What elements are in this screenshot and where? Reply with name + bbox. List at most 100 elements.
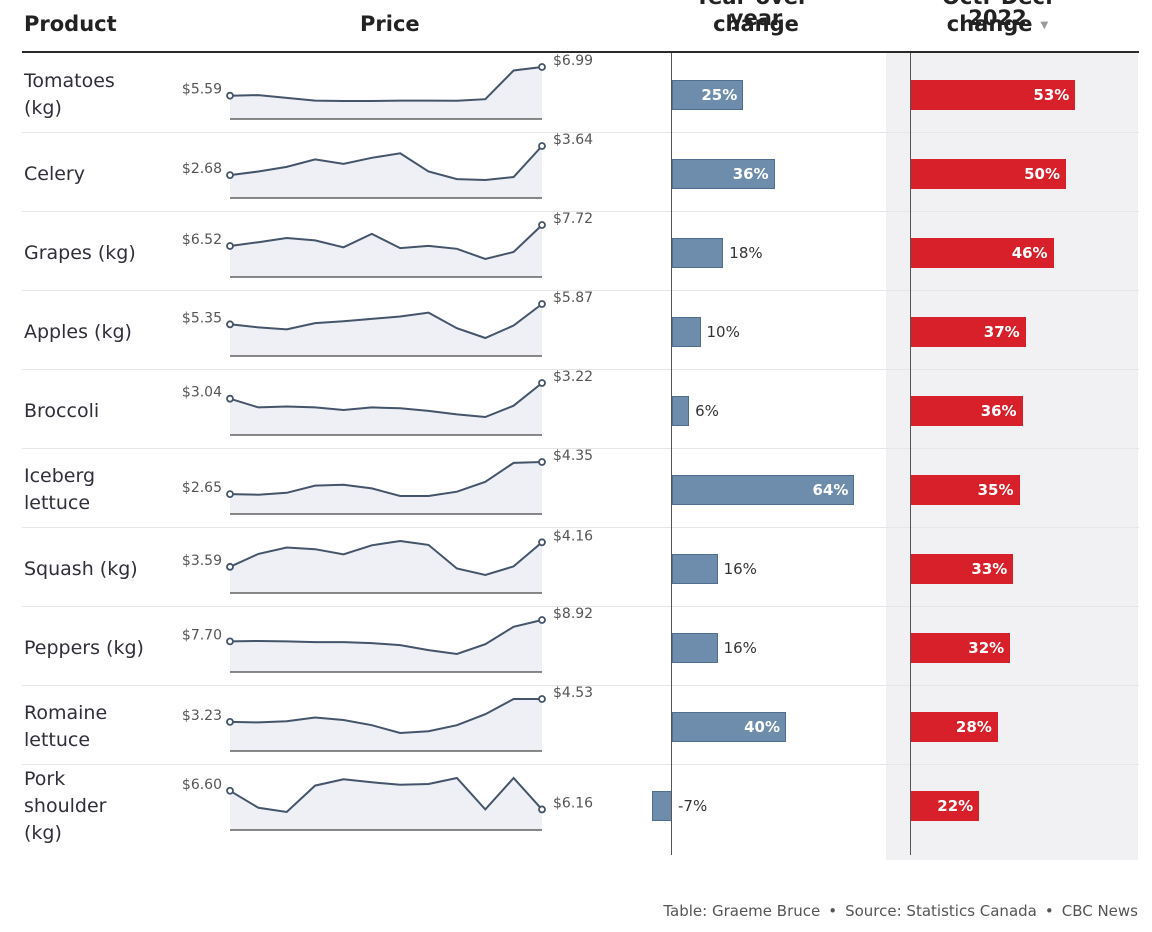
yoy-bar (672, 396, 690, 426)
table-row: Celery 36% 50% (0, 132, 1152, 211)
table-row: Squash (kg) 16% 33% (0, 527, 1152, 606)
sparkline-end-point (538, 221, 546, 229)
header-product[interactable]: Product (24, 12, 117, 36)
sparkline-line (229, 776, 543, 814)
table-row: Grapes (kg) 18% 46% (0, 211, 1152, 290)
row-separator (22, 290, 1139, 291)
product-name: Tomatoes (kg) (24, 70, 115, 119)
sparkline-start-label: $3.23 (182, 708, 222, 724)
yoy-bar (672, 238, 724, 268)
sparkline-end-label: $3.64 (553, 132, 593, 148)
product-name: Grapes (kg) (24, 241, 136, 264)
sparkline-area (230, 67, 542, 119)
oct-dec-bar (911, 396, 1023, 426)
oct-dec-label: 32% (968, 639, 1005, 657)
product-name: Celery (24, 162, 85, 185)
sparkline-area (230, 304, 542, 356)
sparkline-end-point (538, 538, 546, 547)
row-separator (22, 132, 1139, 133)
yoy-label: 6% (695, 402, 719, 420)
footer-table: Table: Graeme Bruce (663, 902, 821, 920)
sparkline-start-point (226, 320, 234, 329)
sparkline-line (229, 461, 543, 497)
oct-dec-label: 35% (977, 481, 1014, 499)
product-name: Squash (kg) (24, 557, 138, 580)
yoy-label: 16% (723, 639, 757, 657)
oct-zero-axis (910, 53, 911, 855)
product-name: Iceberg lettuce (24, 465, 96, 514)
sparkline-line (229, 303, 543, 340)
sparkline-end-label: $4.16 (553, 528, 593, 544)
yoy-label: 25% (701, 86, 738, 104)
row-separator (22, 448, 1139, 449)
sparkline-area (230, 146, 542, 198)
header-oct-label: change (946, 12, 1033, 36)
row-separator (22, 369, 1139, 370)
oct-dec-label: 53% (1033, 86, 1070, 104)
sparkline-start-label: $2.65 (182, 480, 222, 496)
sparkline-start-point (226, 490, 234, 499)
sparkline-start-label: $6.52 (182, 232, 222, 248)
table-row: Pork shoulder (kg) -7% 22% (0, 764, 1152, 844)
footer-credits: Table: Graeme Bruce • Source: Statistics C… (663, 902, 1138, 920)
oct-dec-bar (911, 238, 1054, 268)
product-name: Peppers (kg) (24, 636, 144, 659)
table-row: Broccoli 6% 36% (0, 369, 1152, 448)
sparkline-area (230, 699, 542, 751)
sparkline-start-label: $6.60 (182, 777, 222, 793)
sparkline-end-label: $4.53 (553, 685, 593, 701)
oct-dec-bar (911, 712, 998, 742)
yoy-label: -7% (678, 797, 708, 815)
row-separator (22, 606, 1139, 607)
sparkline-start-point (226, 786, 234, 795)
header-rule (22, 51, 1139, 53)
header-yoy[interactable]: change (713, 12, 799, 36)
header-price[interactable]: Price (360, 12, 420, 36)
oct-dec-label: 36% (980, 402, 1017, 420)
yoy-zero-axis (671, 53, 672, 855)
sort-descending-icon[interactable]: ▼ (1040, 20, 1049, 31)
header-oct-line1[interactable]: Oct.–Dec. 2022 (942, 0, 1053, 30)
product-name: Romaine lettuce (24, 702, 108, 751)
sparkline-end-label: $4.35 (553, 448, 593, 464)
footer-source: Source: Statistics Canada (845, 902, 1037, 920)
sparkline-start-label: $3.04 (182, 385, 222, 401)
header-yoy-line1[interactable]: Year-over-year (695, 0, 817, 30)
sparkline-line (229, 382, 543, 419)
yoy-bar (672, 554, 718, 584)
yoy-bar (672, 159, 775, 189)
sparkline-start-point (226, 242, 234, 250)
yoy-label: 18% (729, 244, 763, 262)
header-oct[interactable]: change ▼ (910, 14, 1085, 35)
sparkline-start-point (226, 637, 234, 646)
oct-dec-label: 33% (971, 560, 1008, 578)
sparkline-end-label: $7.72 (553, 211, 593, 227)
sparkline-line (229, 539, 543, 577)
sparkline-end-point (538, 142, 546, 150)
sparkline-line (229, 66, 543, 102)
sparkline-area (230, 541, 542, 593)
yoy-label: 36% (732, 165, 769, 183)
yoy-bar (672, 317, 701, 347)
footer-separator: • (1044, 902, 1054, 920)
product-name: Pork shoulder (kg) (24, 767, 107, 844)
sparkline-area (230, 620, 542, 672)
yoy-bar (672, 80, 744, 110)
oct-dec-bar (911, 159, 1066, 189)
sparkline-area (230, 462, 542, 514)
yoy-bar (672, 712, 786, 742)
sparkline-start-label: $5.59 (182, 82, 222, 98)
sparkline-end-label: $5.87 (553, 290, 593, 306)
sparkline-start-point (226, 562, 234, 571)
yoy-label: 16% (723, 560, 757, 578)
sparkline-end-point (538, 63, 546, 71)
row-separator (22, 685, 1139, 686)
oct-dec-bar (911, 633, 1011, 663)
sparkline-line (229, 145, 543, 182)
sparkline-end-point (538, 805, 546, 814)
sparkline-area (230, 225, 542, 277)
sparkline-start-point (226, 91, 234, 100)
footer-separator: • (828, 902, 838, 920)
oct-dec-label: 46% (1011, 244, 1048, 262)
sparkline-end-point (538, 379, 546, 387)
